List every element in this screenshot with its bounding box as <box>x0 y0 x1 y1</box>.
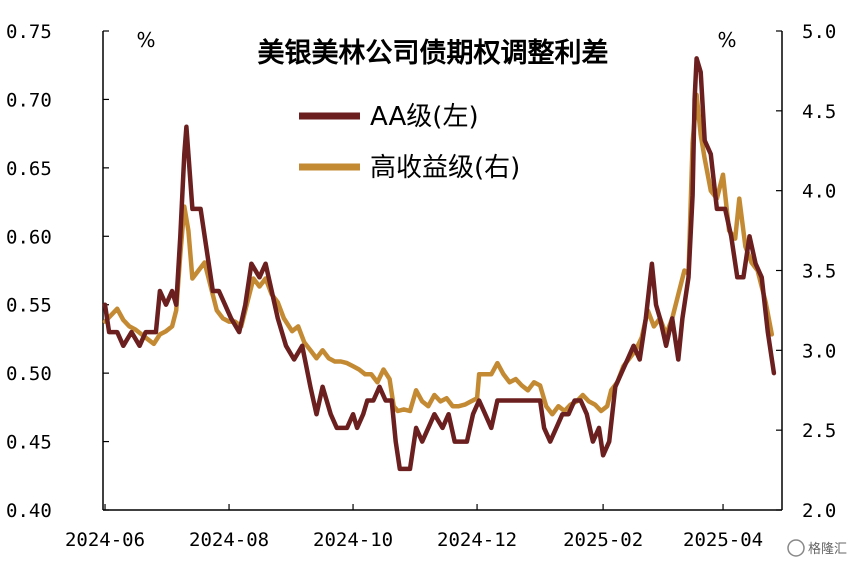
chart-title: 美银美林公司债期权调整利差 <box>258 37 609 69</box>
left-tick-label: 0.65 <box>6 158 52 180</box>
legend-label-high-yield: 高收益级(右) <box>370 153 520 183</box>
right-tick-label: 3.5 <box>802 261 836 283</box>
legend: AA级(左) 高收益级(右) <box>299 102 520 183</box>
series-line-aa <box>102 56 777 472</box>
left-axis-ticks: 0.40 0.45 0.50 0.55 0.60 0.65 0.70 0.75 <box>6 21 109 522</box>
left-tick-label: 0.55 <box>6 295 52 317</box>
right-axis-ticks: 2.0 2.5 3.0 3.5 4.0 4.5 5.0 <box>776 21 836 522</box>
left-tick-label: 0.50 <box>6 363 52 385</box>
x-tick-label: 2024-08 <box>189 529 269 551</box>
x-tick-label: 2024-12 <box>437 529 517 551</box>
left-tick-label: 0.60 <box>6 226 52 248</box>
watermark: 格隆汇 <box>787 539 847 557</box>
watermark-logo-icon <box>787 539 805 557</box>
left-tick-label: 0.75 <box>6 21 52 43</box>
right-tick-label: 4.5 <box>802 101 836 123</box>
watermark-text: 格隆汇 <box>808 541 847 557</box>
right-tick-label: 5.0 <box>802 21 836 43</box>
legend-label-aa: AA级(左) <box>370 102 479 132</box>
right-axis-unit: % <box>717 28 736 52</box>
right-tick-label: 4.0 <box>802 181 836 203</box>
left-tick-label: 0.40 <box>6 500 52 522</box>
series-line-high-yield <box>102 92 775 417</box>
x-tick-label: 2024-10 <box>313 529 393 551</box>
left-axis-unit: % <box>136 28 155 52</box>
left-tick-label: 0.70 <box>6 89 52 111</box>
x-tick-label: 2024-06 <box>65 529 145 551</box>
series-layer <box>102 56 777 472</box>
right-tick-label: 3.0 <box>802 340 836 362</box>
x-axis-ticks: 2024-06 2024-08 2024-10 2024-12 2025-02 2025-… <box>65 504 763 551</box>
x-tick-label: 2025-02 <box>563 529 643 551</box>
left-tick-label: 0.45 <box>6 432 52 454</box>
x-tick-label: 2025-04 <box>683 529 763 551</box>
right-tick-label: 2.0 <box>802 500 836 522</box>
right-tick-label: 2.5 <box>802 420 836 442</box>
